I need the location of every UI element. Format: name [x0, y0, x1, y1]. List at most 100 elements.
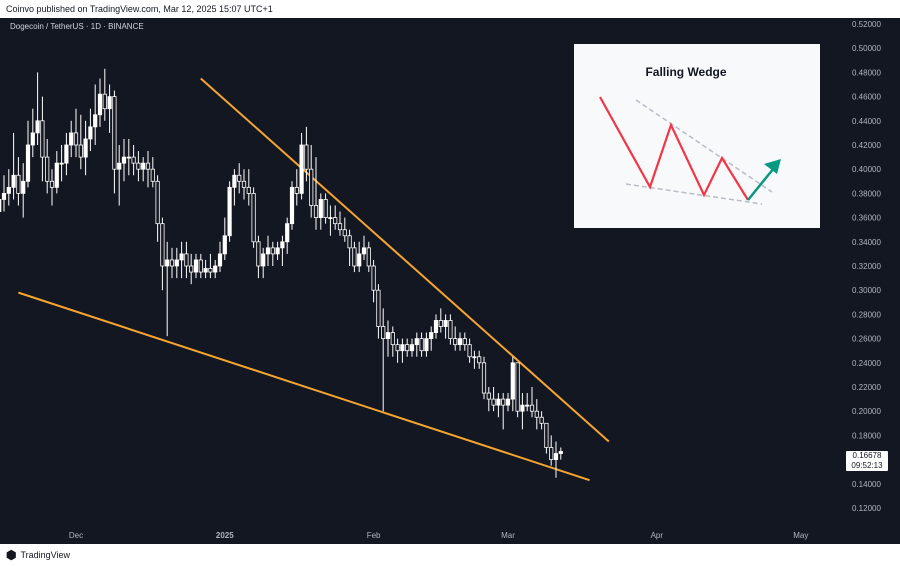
candle-body	[409, 344, 415, 352]
candle-body	[40, 120, 45, 158]
candle-body	[424, 338, 429, 352]
trendline-upper[interactable]	[200, 77, 610, 443]
y-tick-label: 0.26000	[852, 335, 881, 344]
y-tick-label: 0.50000	[852, 44, 881, 53]
candle-body	[112, 96, 117, 170]
y-tick-label: 0.22000	[852, 383, 881, 392]
candle-body	[472, 356, 477, 359]
last-price-tag: 0.16678 09:52:13	[846, 451, 888, 471]
candle-body	[414, 338, 419, 346]
candle-body	[405, 344, 410, 352]
candle-body	[222, 235, 227, 255]
candle-body	[261, 253, 266, 267]
y-tick-label: 0.12000	[852, 504, 881, 513]
candle-body	[246, 186, 251, 194]
candle-body	[198, 259, 203, 273]
candle-body	[0, 199, 2, 212]
candle-body	[179, 253, 184, 261]
candle-body	[117, 162, 122, 170]
candle-body	[11, 174, 16, 188]
candle-body	[285, 223, 290, 243]
candle-body	[97, 93, 103, 116]
y-tick-label: 0.20000	[852, 407, 881, 416]
last-price: 0.16678	[852, 451, 882, 460]
candle-body	[73, 132, 79, 146]
candle-body	[510, 362, 515, 400]
y-tick-label: 0.44000	[852, 117, 881, 126]
y-tick-label: 0.52000	[852, 20, 881, 29]
y-tick-label: 0.32000	[852, 262, 881, 271]
candle-body	[203, 268, 208, 273]
candle-body	[467, 344, 472, 358]
candle-body	[333, 217, 338, 225]
candle-body	[486, 392, 491, 400]
candle-body	[208, 268, 213, 273]
x-tick-label: 2025	[216, 531, 234, 540]
y-tick-label: 0.34000	[852, 238, 881, 247]
y-tick-label: 0.14000	[852, 480, 881, 489]
tradingview-footer: ⬢ TradingView	[0, 544, 900, 566]
candle-body	[289, 186, 295, 225]
candle-body	[505, 398, 511, 406]
candle-body	[433, 320, 439, 333]
price-chart[interactable]: 0.52000 0.50000 0.48000 0.46000 0.44000 0.420…	[0, 18, 900, 544]
y-tick-label: 0.36000	[852, 214, 881, 223]
candle-body	[213, 265, 218, 273]
candle-body	[515, 362, 520, 412]
candle-body	[390, 332, 395, 346]
candle-body	[78, 144, 83, 158]
candle-body	[304, 144, 309, 170]
candle-body	[45, 156, 50, 182]
candle-body	[265, 247, 271, 255]
candle-body	[256, 241, 261, 267]
candle-body	[25, 144, 31, 182]
y-tick-label: 0.48000	[852, 68, 881, 77]
candle-body	[251, 192, 256, 243]
candle-body	[241, 180, 247, 188]
y-tick-label: 0.42000	[852, 141, 881, 150]
symbol-title[interactable]: Dogecoin / TetherUS · 1D · BINANCE	[10, 22, 144, 31]
candle-body	[534, 410, 539, 418]
candle-body	[496, 398, 501, 406]
candle-body	[131, 156, 136, 164]
candle-body	[169, 259, 175, 267]
candle-body	[438, 320, 443, 327]
falling-wedge-inset: Falling Wedge	[574, 44, 820, 228]
candle-body	[529, 404, 535, 412]
wedge-price-path	[599, 96, 749, 201]
tradingview-logo-icon: ⬢	[6, 548, 17, 562]
candle-body	[88, 126, 93, 140]
candle-body	[30, 132, 35, 146]
candle-body	[193, 259, 199, 273]
x-tick-label: Dec	[69, 531, 83, 540]
x-tick-label: Apr	[651, 531, 664, 540]
candle-body	[217, 253, 223, 267]
candle-body	[558, 450, 563, 454]
candle-body	[553, 453, 559, 460]
x-tick-label: Feb	[367, 531, 381, 540]
chart-area[interactable]: 0.52000 0.50000 0.48000 0.46000 0.44000 0.420…	[0, 18, 900, 544]
candle-body	[385, 332, 391, 339]
candle-body	[419, 338, 424, 352]
candle-body	[16, 174, 21, 194]
candle-body	[477, 356, 482, 364]
candle-body	[318, 199, 323, 218]
candle-body	[323, 199, 328, 218]
trendline-lower[interactable]	[18, 291, 590, 482]
candle-body	[160, 223, 165, 267]
candle-body	[371, 265, 376, 291]
candle-body	[280, 241, 285, 249]
y-tick-label: 0.46000	[852, 93, 881, 102]
y-tick-label: 0.38000	[852, 189, 881, 198]
wedge-lower-guide	[625, 183, 763, 205]
candle-body	[309, 168, 314, 206]
candle-body	[342, 229, 347, 237]
candle-body	[366, 247, 371, 267]
y-tick-label: 0.40000	[852, 165, 881, 174]
candle-body	[400, 344, 405, 352]
candle-body	[126, 156, 131, 159]
candle-body	[448, 320, 453, 340]
candle-body	[1, 192, 7, 200]
y-tick-label: 0.24000	[852, 359, 881, 368]
y-tick-label: 0.28000	[852, 310, 881, 319]
